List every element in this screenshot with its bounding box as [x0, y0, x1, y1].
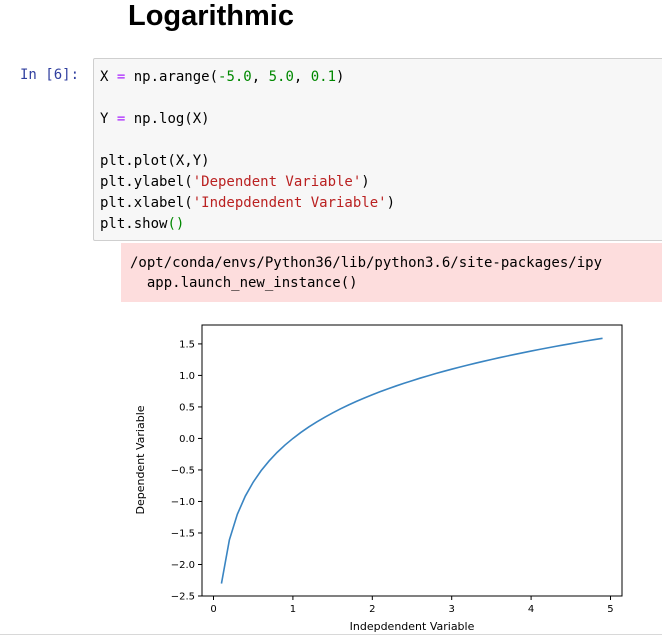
code-line [100, 88, 395, 109]
x-tick-label: 4 [528, 604, 534, 615]
code-line: X = np.arange(-5.0, 5.0, 0.1) [100, 67, 395, 88]
code-token: = [116, 69, 126, 85]
code-token: ) [336, 69, 345, 85]
code-token: plt.show [100, 216, 168, 232]
code-token: ) [386, 195, 396, 211]
x-tick-label: 5 [607, 604, 613, 615]
stderr-line: /opt/conda/envs/Python36/lib/python3.6/s… [130, 255, 603, 271]
y-tick-label: 1.0 [179, 371, 195, 382]
code-token: 0.1 [310, 69, 337, 85]
y-axis: −2.5 −2.0 −1.5 −1.0 −0.5 0.0 0.5 1.0 1.5 [171, 339, 202, 603]
code-line: plt.ylabel('Dependent Variable') [100, 172, 395, 193]
series-line [220, 337, 603, 584]
code-line: plt.plot(X,Y) [100, 151, 395, 172]
stderr-output: /opt/conda/envs/Python36/lib/python3.6/s… [121, 243, 662, 302]
code-token: ) [361, 174, 370, 190]
cell-prompt: In [6]: [20, 67, 80, 83]
y-tick-label: 1.5 [179, 339, 195, 350]
x-tick-label: 0 [210, 604, 216, 615]
code-line [100, 130, 395, 151]
code-editor[interactable]: X = np.arange(-5.0, 5.0, 0.1) Y = np.log(… [100, 67, 395, 235]
y-tick-label: 0.5 [179, 402, 195, 413]
code-token: -5.0 [218, 69, 252, 85]
code-token: = [116, 111, 126, 127]
code-token: plt.ylabel( [100, 174, 193, 190]
code-token: 'Indepdendent Variable' [192, 195, 387, 211]
code-line: plt.show() [100, 214, 395, 235]
code-token: plt.xlabel( [100, 195, 193, 211]
x-tick-label: 3 [449, 604, 455, 615]
code-token: plt.plot(X,Y) [100, 153, 210, 169]
stderr-text: /opt/conda/envs/Python36/lib/python3.6/s… [130, 253, 602, 293]
x-tick-label: 1 [290, 604, 296, 615]
code-cell-input[interactable]: X = np.arange(-5.0, 5.0, 0.1) Y = np.log(… [93, 58, 662, 241]
code-token: np.log(X) [125, 111, 210, 127]
code-token: , [251, 69, 269, 85]
code-token: Y [100, 111, 117, 127]
code-token: , [293, 69, 311, 85]
x-tick-label: 2 [369, 604, 375, 615]
stderr-line: app.launch_new_instance() [130, 275, 358, 291]
y-tick-label: −2.0 [171, 560, 195, 571]
y-axis-label: Dependent Variable [134, 405, 147, 514]
code-line: Y = np.log(X) [100, 109, 395, 130]
y-tick-label: −2.5 [171, 592, 195, 603]
x-axis: 0 1 2 3 4 5 [210, 596, 614, 615]
x-axis-label: Indepdendent Variable [350, 620, 475, 633]
y-tick-label: 0.0 [179, 434, 195, 445]
code-token: np.arange( [125, 69, 219, 85]
y-tick-label: −1.5 [171, 528, 195, 539]
cell-divider [0, 634, 662, 635]
y-tick-label: −0.5 [171, 465, 195, 476]
code-token: X [100, 69, 117, 85]
section-heading: Logarithmic [128, 0, 294, 32]
code-token: () [167, 216, 185, 232]
code-token: 5.0 [268, 69, 294, 85]
code-line: plt.xlabel('Indepdendent Variable') [100, 193, 395, 214]
code-token: 'Dependent Variable' [192, 174, 362, 190]
y-tick-label: −1.0 [171, 497, 195, 508]
plot-frame [201, 324, 623, 597]
